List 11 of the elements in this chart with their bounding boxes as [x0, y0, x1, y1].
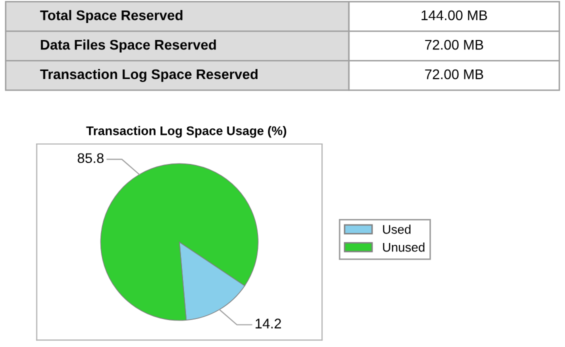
text: 72.00 MB [425, 69, 484, 80]
data-label: 14.2 [256, 318, 281, 328]
chart-title: Transaction Log Space Usage (%) [86, 126, 286, 138]
legend-label: Used [383, 224, 410, 234]
text: Total Space Reserved [40, 10, 182, 23]
legend-label: Unused [383, 242, 424, 252]
text: Data Files Space Reserved [40, 40, 216, 52]
data-label: 85.8 [78, 153, 104, 164]
text: 144.00 MB [422, 10, 488, 20]
text: 72.00 MB [425, 40, 484, 50]
text: Transaction Log Space Reserved [40, 68, 258, 82]
